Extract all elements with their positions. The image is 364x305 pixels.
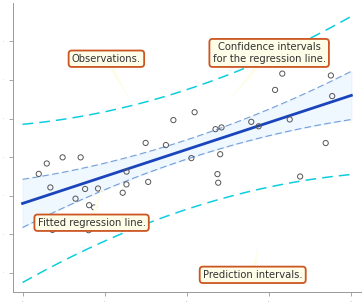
Point xyxy=(329,94,335,99)
Text: Fitted regression line.: Fitted regression line. xyxy=(37,182,146,228)
Point xyxy=(82,187,88,192)
Point xyxy=(86,228,91,233)
Point xyxy=(119,226,125,231)
Point xyxy=(219,125,225,130)
Point xyxy=(248,119,254,124)
Point xyxy=(145,179,151,184)
Point xyxy=(189,156,194,160)
Point xyxy=(120,190,126,195)
Point xyxy=(279,71,285,76)
Point xyxy=(50,228,55,232)
Point xyxy=(95,186,101,191)
Point xyxy=(86,203,92,208)
Point xyxy=(328,73,334,78)
Point xyxy=(323,141,329,145)
Point xyxy=(44,161,50,166)
Point xyxy=(192,110,198,115)
Point xyxy=(297,174,303,179)
Point xyxy=(60,155,66,160)
Point xyxy=(163,143,169,148)
Point xyxy=(72,196,78,201)
Point xyxy=(78,222,83,227)
Point xyxy=(124,169,130,174)
Text: Confidence intervals
for the regression line.: Confidence intervals for the regression … xyxy=(213,42,326,103)
Point xyxy=(36,171,42,176)
Text: Prediction intervals.: Prediction intervals. xyxy=(203,246,302,280)
Point xyxy=(287,117,293,122)
Point xyxy=(47,185,53,190)
Point xyxy=(213,127,218,131)
Point xyxy=(143,141,149,145)
Point xyxy=(256,124,262,129)
Text: Observations.: Observations. xyxy=(72,54,141,100)
Point xyxy=(214,172,220,177)
Point xyxy=(91,205,97,210)
Point xyxy=(215,180,221,185)
Point xyxy=(123,182,129,187)
Point xyxy=(272,88,278,92)
Point xyxy=(217,152,223,157)
Point xyxy=(78,155,84,160)
Point xyxy=(170,118,176,123)
Point xyxy=(323,41,329,45)
